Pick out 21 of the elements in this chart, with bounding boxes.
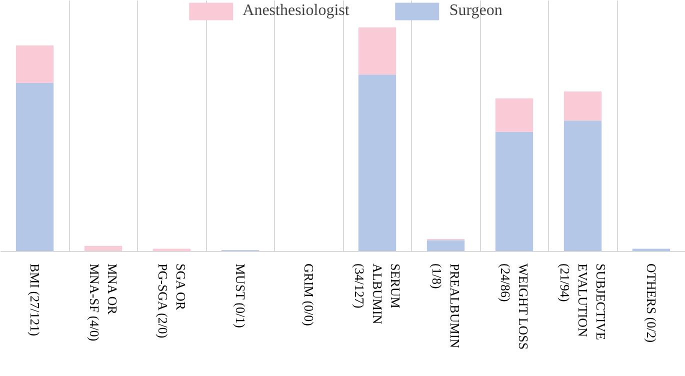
x-tick-label: MNA OR MNA-SF (4/0) — [86, 264, 120, 342]
bar — [564, 91, 602, 121]
bar — [16, 45, 54, 83]
bar — [358, 74, 396, 252]
x-tick-label: OTHERS (0/2) — [644, 264, 659, 343]
x-tick-label: PREALBUMIN (1/8) — [429, 264, 462, 349]
x-tick-label: MUST (0/1) — [232, 264, 248, 328]
bar — [495, 98, 534, 132]
x-tick-label: GRIM (0/0) — [301, 264, 316, 326]
bar — [358, 27, 396, 75]
legend-label: Anesthesiologist — [242, 2, 350, 20]
bar — [16, 82, 54, 252]
bar — [426, 240, 465, 252]
bar — [495, 132, 534, 252]
x-tick-label: BMI (27/121) — [27, 264, 42, 336]
x-tick-label: SUBJECTIVE EVALUTION (21/94) — [557, 264, 608, 340]
bar — [564, 120, 602, 252]
legend-label: Surgeon — [449, 2, 502, 20]
x-tick-label: SGA OR PG-SGA (2/0) — [155, 264, 188, 338]
x-tick-label: SERUM ALBUMIN (34/127) — [352, 264, 403, 325]
x-tick-label: WEIGHT LOSS (24/86) — [498, 264, 531, 350]
